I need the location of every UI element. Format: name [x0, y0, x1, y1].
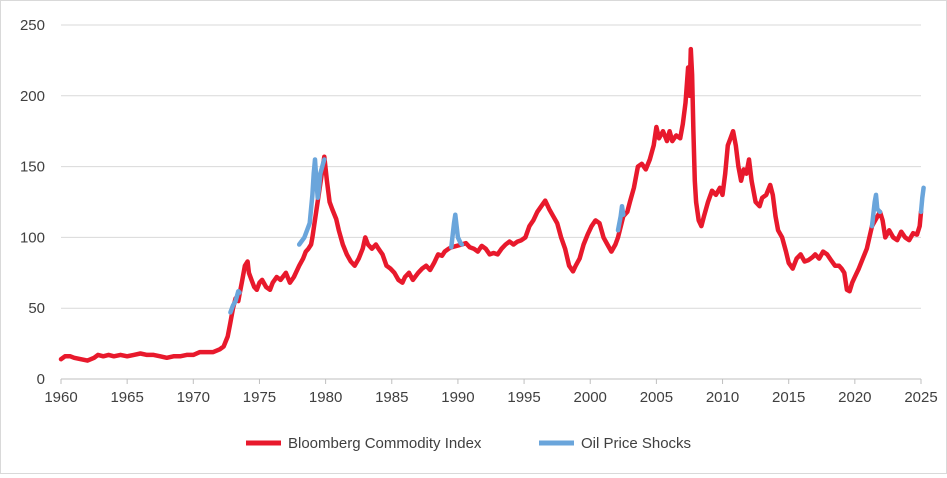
x-axis-ticks: 1960 1965 1970 1975 1980 1985 1990 1995 2000 2005…: [44, 389, 937, 406]
y-tick-label: 150: [20, 159, 45, 176]
series-segment-oil-shock-3: [449, 212, 465, 250]
legend-label-oil: Oil Price Shocks: [581, 435, 691, 452]
x-tick-label: 1970: [177, 389, 210, 406]
gridlines: [61, 24, 921, 309]
y-tick-label: 250: [20, 17, 45, 34]
x-tick-label: 2025: [904, 389, 937, 406]
series-segment-oil-shock-6: [918, 185, 926, 215]
legend-label-bloomberg: Bloomberg Commodity Index: [288, 435, 482, 452]
series-line-bloomberg: [58, 46, 924, 363]
x-tick-label: 2010: [706, 389, 739, 406]
series-segment-oil-shock-5: [869, 192, 883, 229]
x-tick-label: 1990: [441, 389, 474, 406]
x-tick-label: 2005: [640, 389, 673, 406]
y-tick-label: 200: [20, 88, 45, 105]
x-tick-label: 1985: [375, 389, 408, 406]
legend: Bloomberg Commodity Index Oil Price Shoc…: [246, 435, 691, 452]
x-tick-label: 1995: [507, 389, 540, 406]
x-tick-label: 1975: [243, 389, 276, 406]
x-tick-label: 1965: [110, 389, 143, 406]
y-tick-label: 100: [20, 229, 45, 246]
x-tick-label: 2000: [574, 389, 607, 406]
series-segment-oil-shock-2: [296, 157, 327, 247]
x-tick-label: 1980: [309, 389, 342, 406]
x-tick-label: 2020: [838, 389, 871, 406]
y-tick-label: 0: [37, 371, 45, 388]
x-tick-label: 1960: [44, 389, 77, 406]
x-axis: [60, 378, 922, 384]
x-tick-label: 2015: [772, 389, 805, 406]
series-segment-oil-shock-4: [615, 203, 626, 233]
series-lines: [58, 46, 926, 363]
y-axis-ticks: 0 50 100 150 200 250: [20, 17, 45, 388]
series-segment-oil-shock-1: [228, 288, 242, 315]
y-tick-label: 50: [28, 300, 45, 317]
